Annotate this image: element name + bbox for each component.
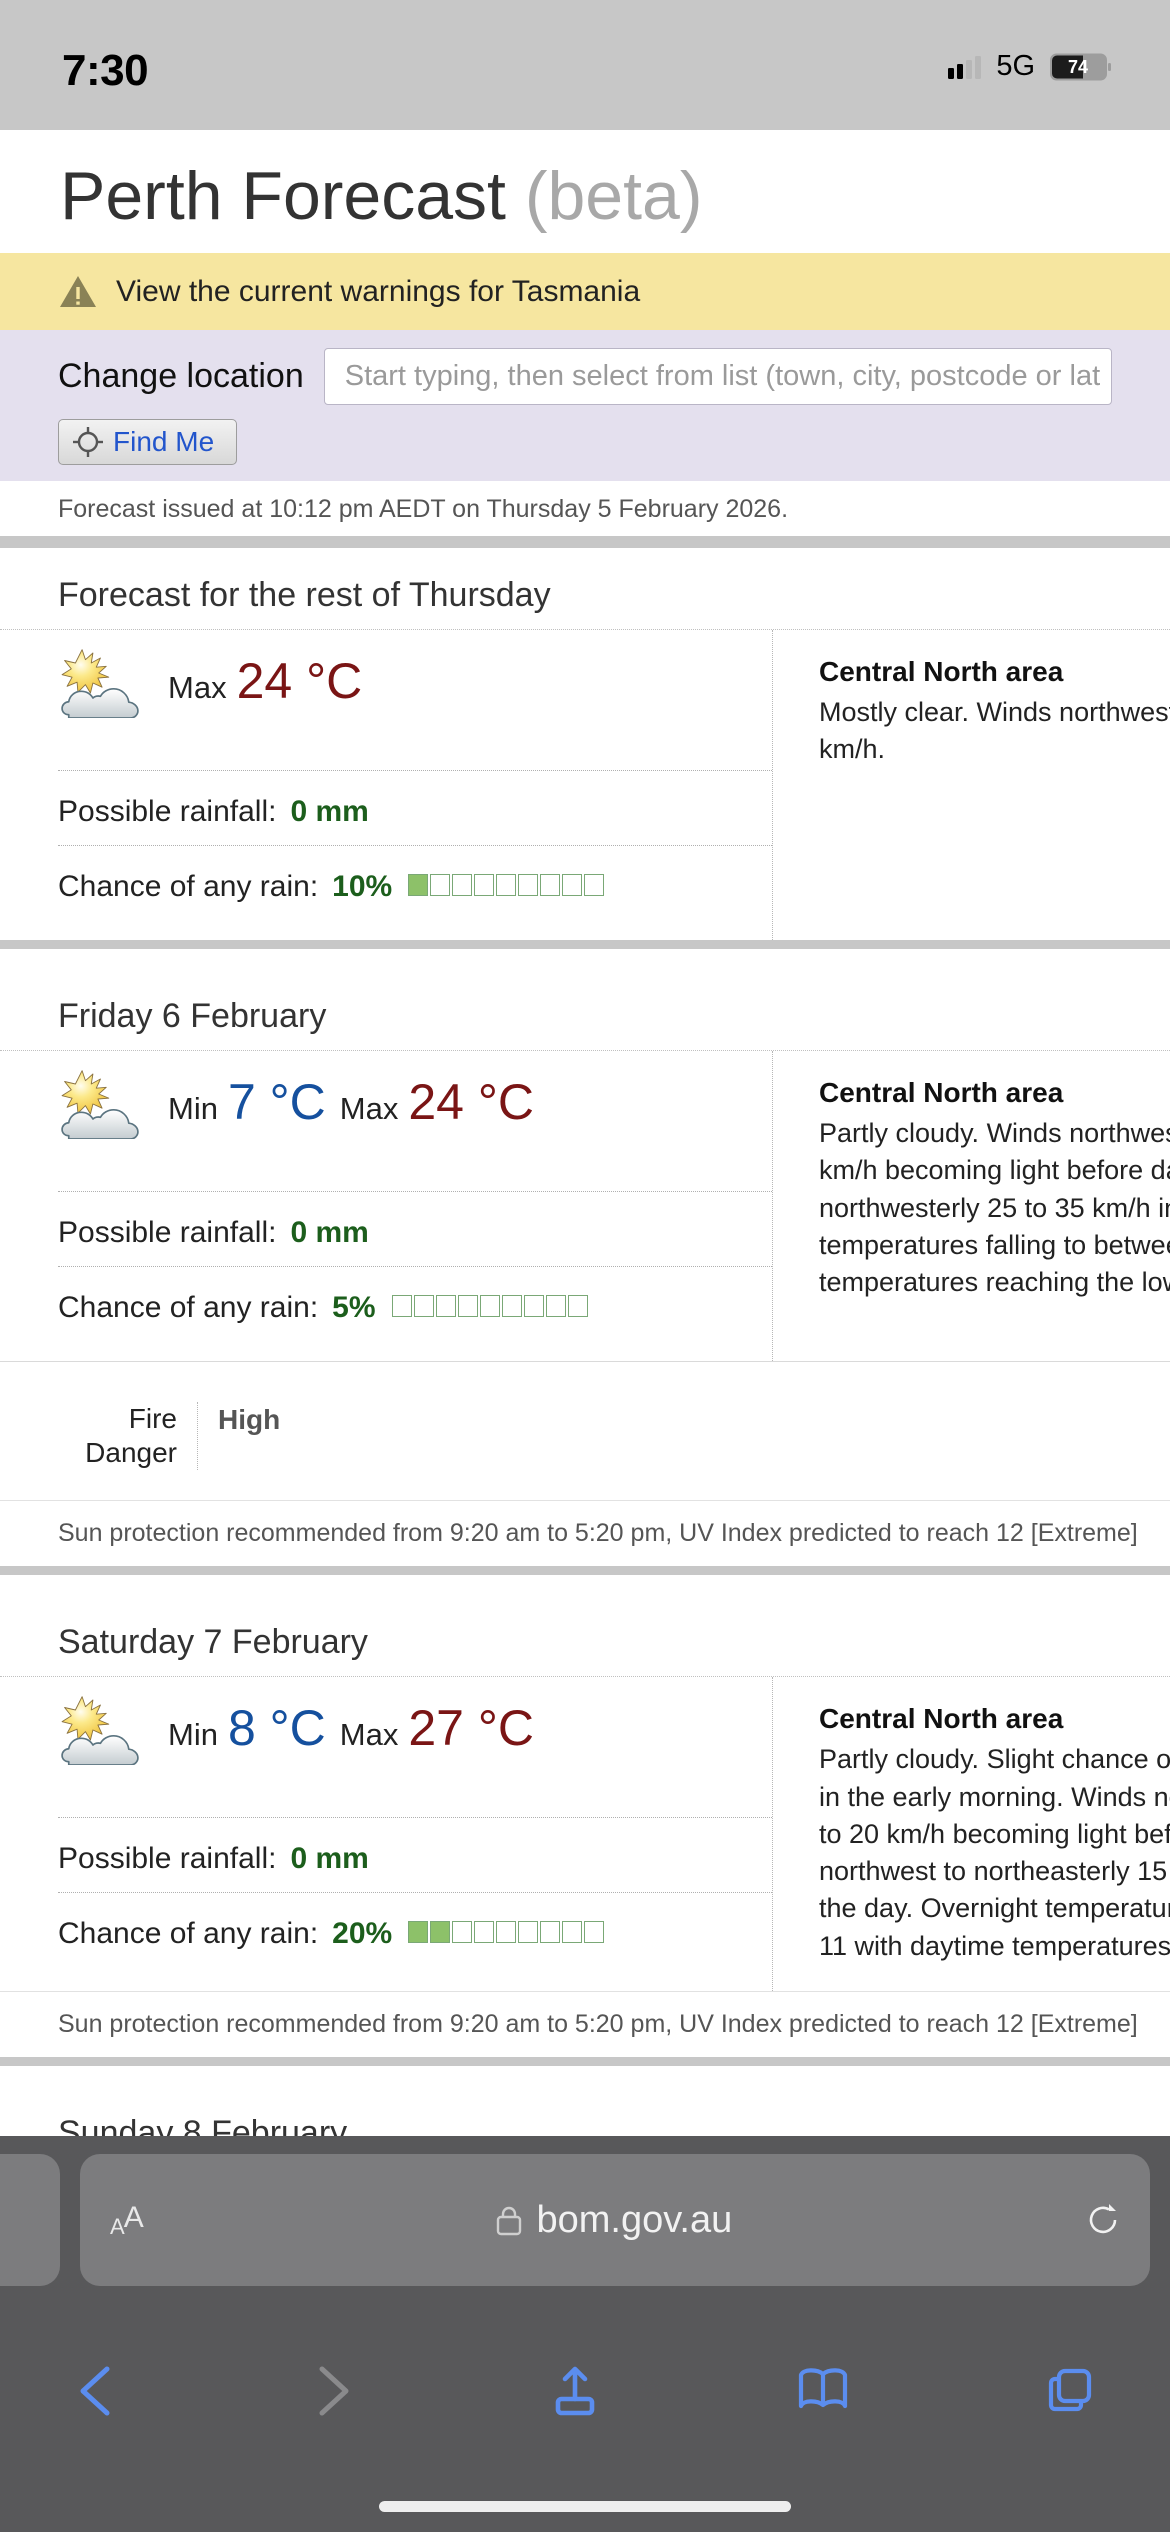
svg-text:74: 74 <box>1068 57 1088 77</box>
